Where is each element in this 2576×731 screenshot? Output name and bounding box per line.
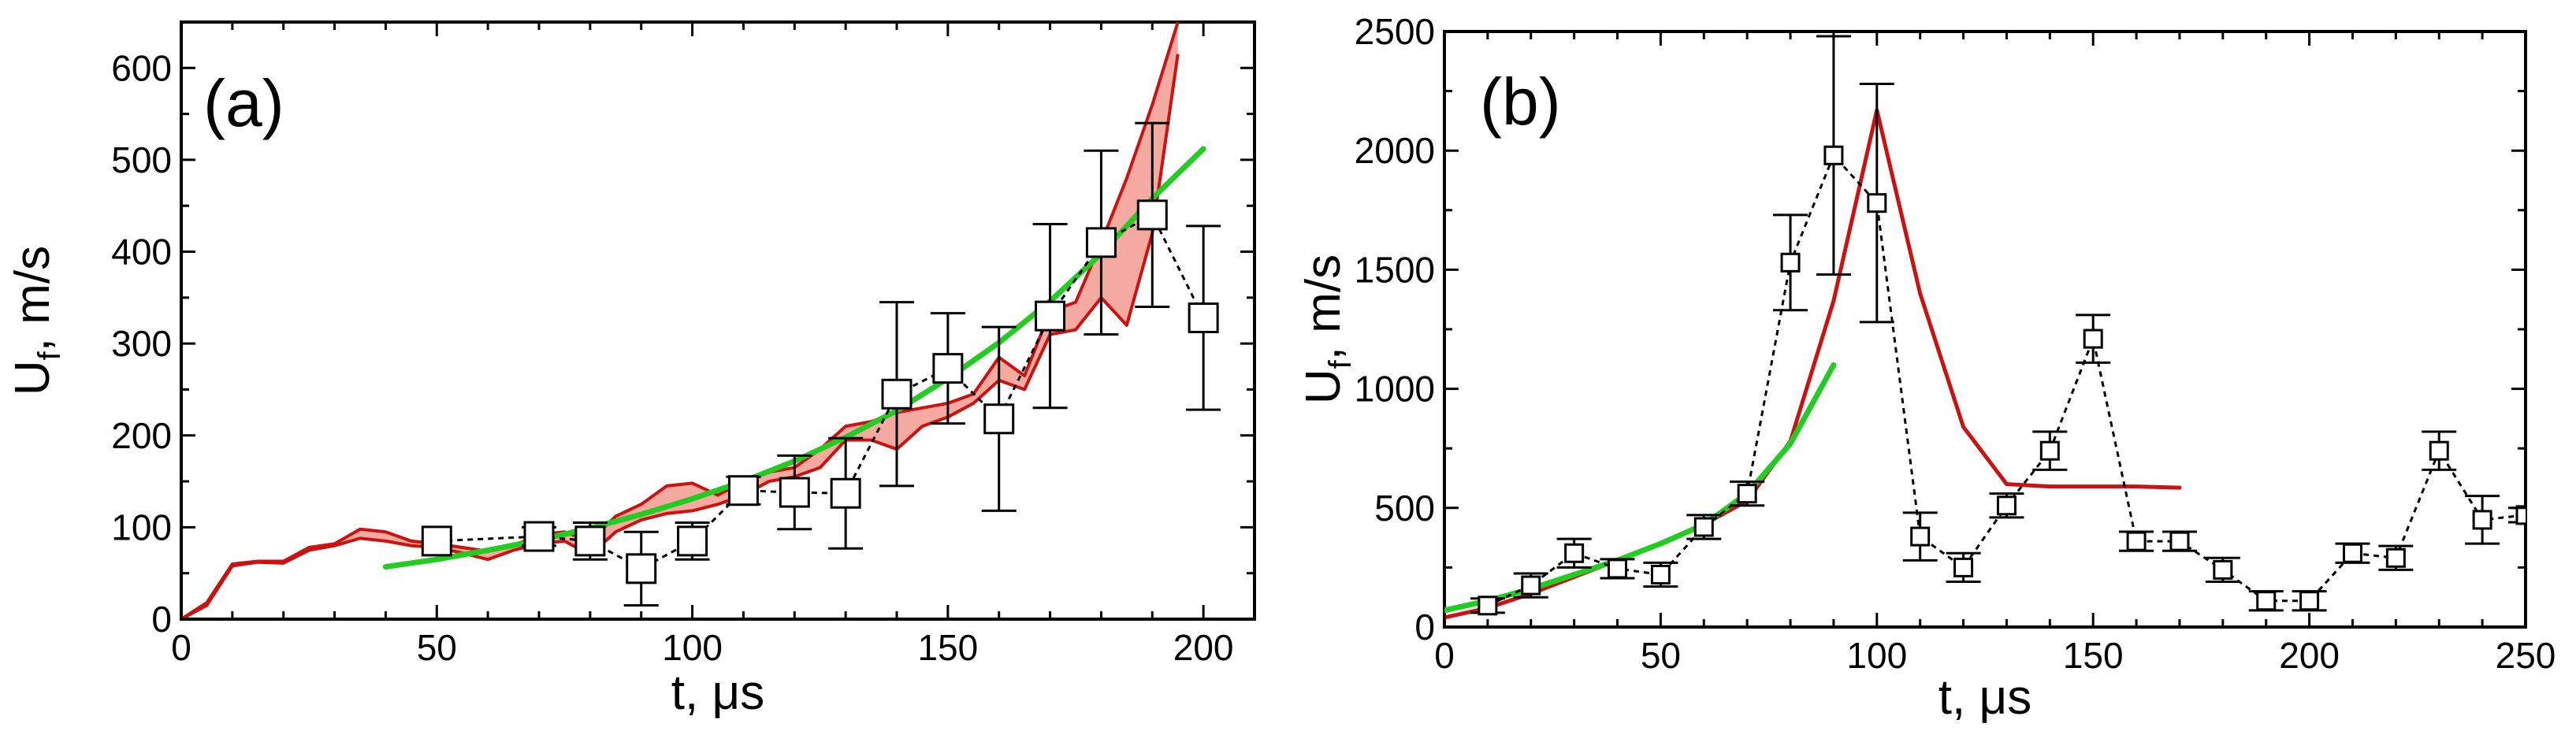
panel-b-chart: 0 50 100 150 200 25005001000150020002500(b)t,… — [1296, 11, 2556, 725]
panel-b-data-point — [2256, 591, 2277, 611]
panel-b-data-point — [2169, 531, 2190, 551]
panel-a-data-point — [1085, 227, 1117, 258]
panel-b-data-point — [1608, 558, 1628, 579]
panel-a-y-tick-label: 400 — [111, 232, 172, 273]
panel-b-plot-area — [1444, 35, 2526, 620]
panel-b-x-tick-label: 150 — [2063, 635, 2124, 676]
panel-b-panel-label: (b) — [1480, 65, 1561, 139]
panel-a-data-point — [1035, 300, 1066, 332]
panel-a-plot-frame — [180, 20, 1256, 621]
panel-a-data-point — [932, 353, 964, 384]
panel-b-data-point — [2126, 531, 2147, 551]
panel-a-y-tick-label: 0 — [151, 599, 172, 640]
panel-a-y-tick-label: 300 — [111, 323, 172, 364]
panel-a-data-point — [727, 475, 759, 507]
panel-b-data-point — [2515, 505, 2526, 525]
panel-b-data-point — [1521, 575, 1541, 596]
panel-a-data-point — [574, 525, 606, 557]
panel-b-x-tick-label: 50 — [1641, 635, 1681, 676]
panel-a-data-point — [677, 525, 708, 557]
panel-b-data-point — [1737, 484, 1757, 504]
panel-b-data-point — [2213, 559, 2233, 580]
panel-a-data-point — [983, 403, 1015, 435]
panel-a-data-point — [1188, 302, 1219, 334]
panel-a-x-tick-label: 50 — [417, 627, 457, 668]
panel-b-data-point — [2299, 591, 2320, 611]
panel-a-y-tick-label: 200 — [111, 415, 172, 456]
panel-a-x-tick-label: 200 — [1173, 627, 1234, 668]
panel-b-exponential-fit-line — [1444, 362, 1837, 614]
panel-a-y-tick-label: 600 — [111, 47, 172, 88]
panel-b-simulation-line — [1444, 108, 2182, 620]
panel-b-y-tick-label: 1500 — [1355, 249, 1435, 290]
panel-b-y-tick-label: 2000 — [1355, 130, 1435, 171]
panel-a-simulation-lower-line — [181, 54, 1180, 619]
panel-b-x-tick-label: 250 — [2496, 635, 2556, 676]
panel-b-data-point — [1780, 252, 1801, 273]
panel-b-experiment-connector — [1487, 153, 2526, 607]
panel-a-simulation-band-fill — [181, 22, 1178, 619]
panel-a-plot-area — [181, 22, 1221, 619]
panel-a-data-point — [523, 521, 555, 552]
panel-a-data-point — [626, 553, 657, 584]
panel-a-x-tick-label: 0 — [171, 627, 191, 668]
panel-a-y-tick-label: 500 — [111, 139, 172, 180]
panel-b-data-point — [2342, 543, 2362, 563]
panel-a-x-tick-label: 100 — [662, 627, 723, 668]
panel-b-data-point — [2039, 440, 2060, 461]
panel-b-data-point — [1953, 557, 1974, 577]
panel-a-data-point — [779, 477, 810, 508]
panel-b-y-tick-label: 0 — [1414, 607, 1435, 648]
panel-a-panel-label: (a) — [203, 66, 284, 140]
panel-b-y-tick-label: 500 — [1374, 488, 1435, 529]
panel-b-data-point — [1867, 193, 1887, 213]
panel-a-data-point — [1136, 199, 1168, 231]
panel-b-y-axis-title: Uf, m/s — [1296, 254, 1358, 404]
panel-b-data-point — [1478, 596, 1498, 616]
panel-a-data-point — [830, 477, 861, 509]
panel-b-data-point — [1564, 543, 1585, 563]
panel-b-data-point — [2385, 547, 2406, 568]
panel-b-y-tick-label: 2500 — [1355, 11, 1435, 52]
panel-b-y-tick-label: 1000 — [1355, 369, 1435, 410]
panel-b-data-point — [1910, 526, 1931, 547]
panel-a-chart: 0 50 100 150 200 0 100 200 300 400 500 600 (a) t, μs U… — [6, 20, 1256, 720]
panel-b-data-point — [1650, 564, 1671, 584]
panel-b-data-point — [2429, 440, 2449, 461]
panel-b-x-tick-label: 100 — [1846, 635, 1907, 676]
panel-b-data-point — [2472, 510, 2492, 530]
panel-a-data-point — [881, 378, 913, 410]
panel-b-data-point — [1693, 517, 1714, 537]
panel-b-data-point — [1996, 495, 2017, 516]
panel-a-simulation-upper-line — [181, 22, 1180, 619]
panel-a-y-axis-title: Uf, m/s — [6, 246, 67, 395]
panel-b-x-tick-label: 0 — [1434, 635, 1455, 676]
panel-a-x-axis-title: t, μs — [671, 666, 764, 720]
panel-b-data-point — [2083, 328, 2103, 349]
panel-a-data-point — [421, 525, 452, 557]
panel-a-x-tick-label: 150 — [917, 627, 978, 668]
panel-a-y-tick-label: 100 — [111, 507, 172, 547]
panel-b-data-point — [1823, 145, 1844, 165]
panel-b-x-axis-title: t, μs — [1939, 670, 2031, 725]
panel-b-x-tick-label: 200 — [2279, 635, 2340, 676]
